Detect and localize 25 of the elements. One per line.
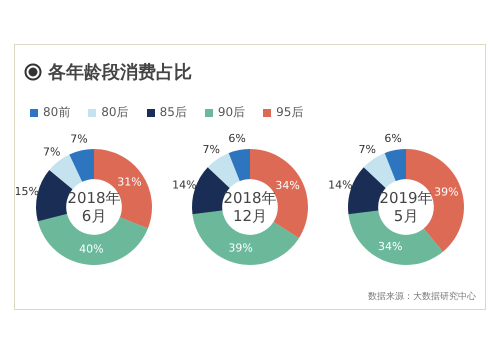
- text: 2018年 6月: [67, 189, 121, 225]
- legend-label: 80前: [43, 104, 70, 121]
- data-label: 14%: [172, 178, 197, 192]
- data-label: 34%: [275, 179, 300, 192]
- data-label: 6%: [228, 132, 246, 146]
- data-label: 39%: [434, 185, 459, 198]
- text: 2018年 12月: [223, 189, 277, 225]
- legend-label: 95后: [276, 104, 304, 121]
- data-label: 40%: [79, 242, 104, 256]
- data-label: 39%: [228, 242, 253, 255]
- legend-label: 85后: [160, 104, 187, 121]
- data-label: 7%: [42, 145, 60, 158]
- data-label: 7%: [202, 142, 220, 156]
- legend-label: 80后: [101, 104, 129, 121]
- chart-title: 各年龄段消费占比: [48, 61, 192, 84]
- data-label: 7%: [70, 132, 88, 146]
- legend-label: 90后: [218, 104, 246, 121]
- data-label: 15%: [14, 184, 39, 198]
- data-label: 6%: [384, 132, 402, 146]
- data-label: 34%: [378, 240, 402, 253]
- text: 2019年 5月: [379, 189, 433, 225]
- source-note: 数据来源：大数据研究中心: [368, 290, 476, 303]
- data-label: 31%: [117, 176, 142, 189]
- data-label: 14%: [328, 178, 353, 192]
- data-label: 7%: [358, 142, 376, 156]
